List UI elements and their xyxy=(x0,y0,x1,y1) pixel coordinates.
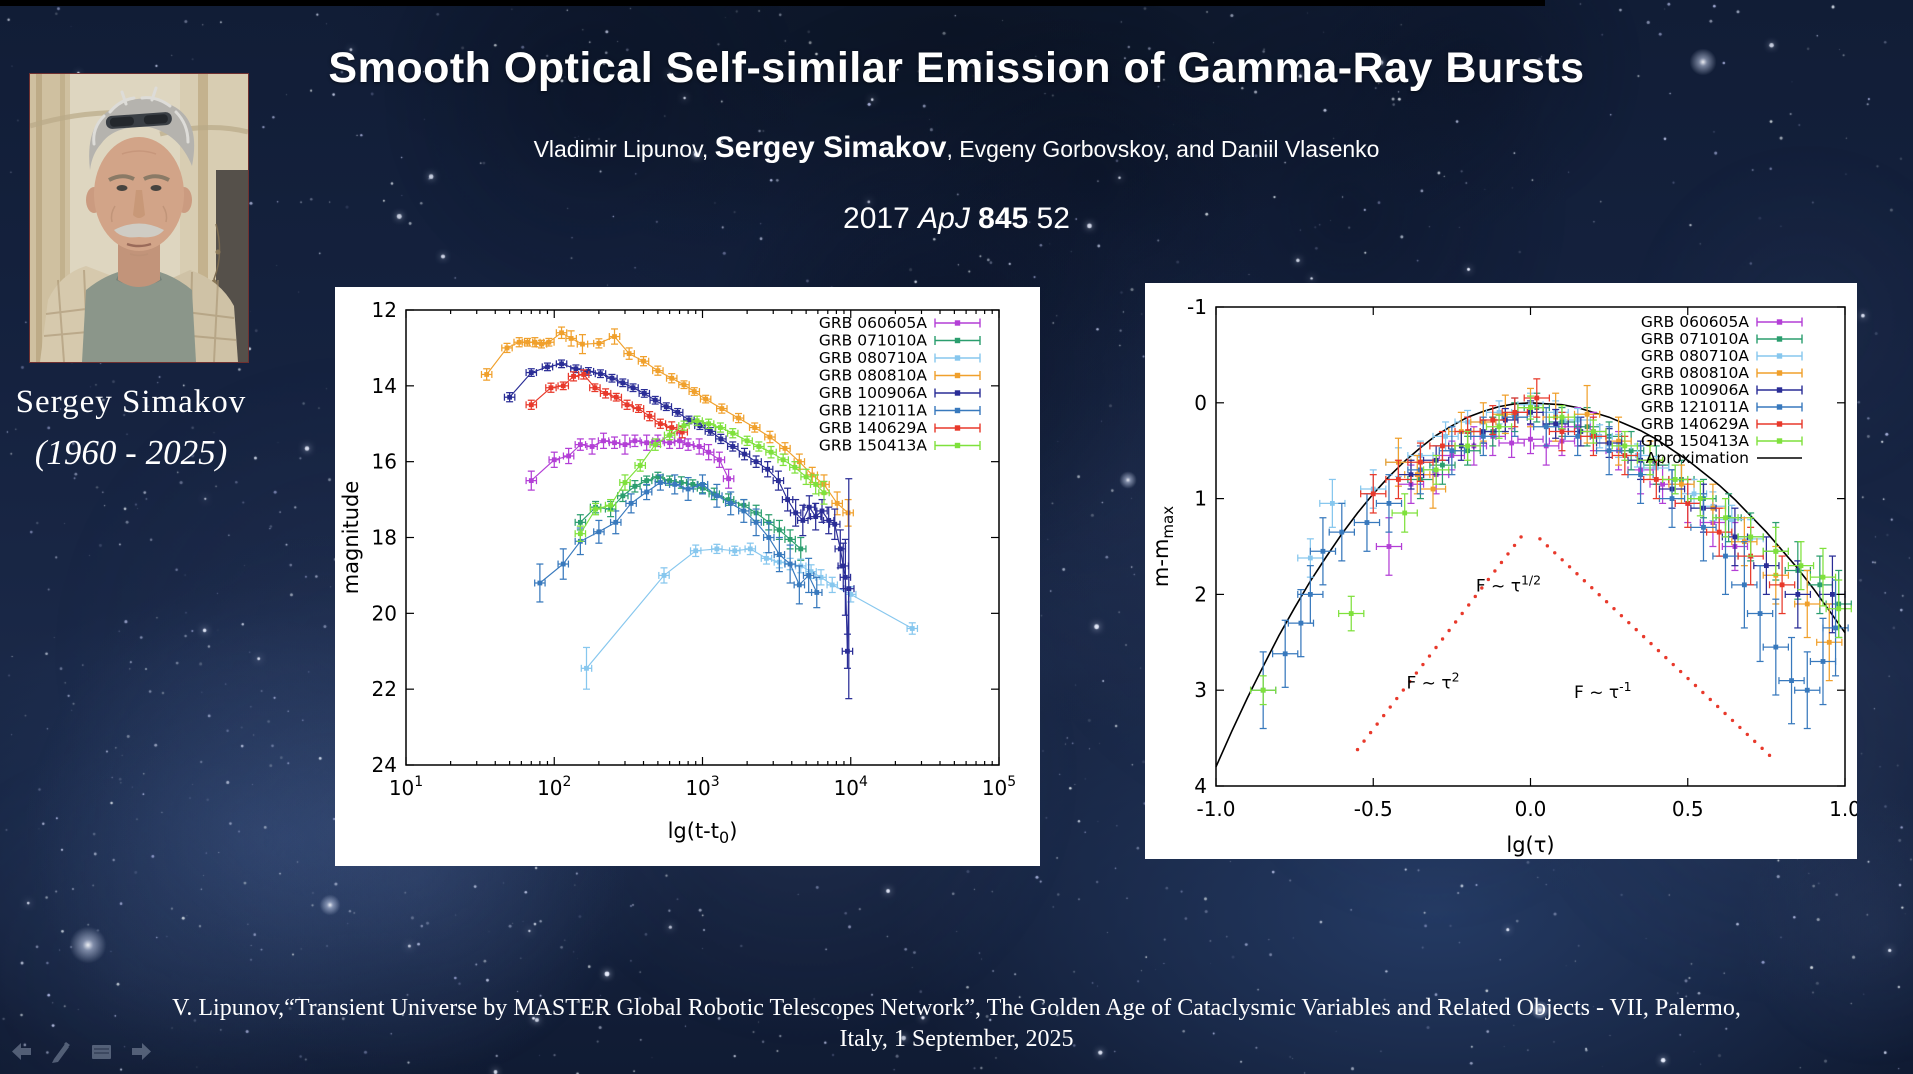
svg-text:magnitude: magnitude xyxy=(339,481,363,595)
svg-text:F ~ τ1/2: F ~ τ1/2 xyxy=(1476,573,1541,597)
slide-header: Smooth Optical Self-similar Emission of … xyxy=(0,6,1913,272)
svg-text:GRB 080710A: GRB 080710A xyxy=(819,349,928,367)
svg-text:lg(τ): lg(τ) xyxy=(1506,833,1554,857)
svg-text:GRB 060605A: GRB 060605A xyxy=(1641,313,1750,331)
svg-text:GRB 100906A: GRB 100906A xyxy=(819,384,928,402)
svg-text:0: 0 xyxy=(1194,391,1207,415)
citation-journal: ApJ xyxy=(918,202,970,235)
citation-page: 52 xyxy=(1028,202,1070,235)
svg-text:12: 12 xyxy=(372,298,397,322)
svg-text:F ~ τ2: F ~ τ2 xyxy=(1406,669,1459,693)
svg-text:16: 16 xyxy=(372,450,397,474)
svg-text:GRB 060605A: GRB 060605A xyxy=(819,314,928,332)
svg-text:104: 104 xyxy=(834,774,868,800)
svg-text:18: 18 xyxy=(372,526,397,550)
svg-text:105: 105 xyxy=(982,774,1016,800)
svg-text:0.5: 0.5 xyxy=(1672,797,1704,821)
light-curves-chart: 101 102 103 104 105 12 14 16 18 20 22 24 lg(t-t0) mag… xyxy=(339,298,1016,847)
caption-line-2: Italy, 1 September, 2025 xyxy=(839,1026,1074,1052)
author-highlight: Sergey Simakov xyxy=(714,131,947,164)
svg-text:-0.5: -0.5 xyxy=(1354,797,1393,821)
scaled-light-curves-chart: F ~ τ1/2 F ~ τ2 F ~ τ-1 -1.0 -0.5 0.0 0.5 1.0 -1… xyxy=(1149,295,1857,857)
caption-line-1: V. Lipunov,“Transient Universe by MASTER… xyxy=(172,995,1741,1021)
svg-text:22: 22 xyxy=(372,677,397,701)
svg-text:103: 103 xyxy=(685,774,719,800)
svg-text:1: 1 xyxy=(1194,487,1207,511)
svg-text:F ~ τ-1: F ~ τ-1 xyxy=(1574,679,1632,703)
svg-text:-1: -1 xyxy=(1187,295,1207,319)
svg-text:0.0: 0.0 xyxy=(1515,797,1547,821)
svg-text:101: 101 xyxy=(389,774,423,800)
svg-text:m-mmax: m-mmax xyxy=(1149,506,1177,587)
svg-text:-1.0: -1.0 xyxy=(1196,797,1235,821)
pen-tool-icon[interactable] xyxy=(48,1038,75,1065)
svg-text:1.0: 1.0 xyxy=(1829,797,1857,821)
light-curves-panel: 101 102 103 104 105 12 14 16 18 20 22 24 lg(t-t0) mag… xyxy=(335,287,1040,866)
citation-year: 2017 xyxy=(843,202,919,235)
svg-text:GRB 080810A: GRB 080810A xyxy=(819,367,928,385)
authors-post: , Evgeny Gorbovskoy, and Daniil Vlasenko xyxy=(946,136,1380,162)
svg-text:3: 3 xyxy=(1194,678,1207,702)
top-black-bar xyxy=(0,0,1545,6)
slide-menu-icon[interactable] xyxy=(88,1038,115,1065)
presenter-toolbar xyxy=(8,1038,155,1065)
svg-text:2: 2 xyxy=(1194,582,1207,606)
citation-line: 2017 ApJ 845 52 xyxy=(0,202,1913,236)
svg-text:Aproximation: Aproximation xyxy=(1646,449,1749,467)
svg-text:20: 20 xyxy=(372,601,397,625)
svg-text:102: 102 xyxy=(537,774,571,800)
svg-text:GRB 121011A: GRB 121011A xyxy=(1641,398,1750,416)
memorial-name: Sergey Simakov xyxy=(15,384,247,420)
svg-text:GRB 150413A: GRB 150413A xyxy=(819,437,928,455)
previous-slide-icon[interactable] xyxy=(8,1038,35,1065)
svg-text:GRB 080810A: GRB 080810A xyxy=(1641,364,1750,382)
conference-caption: V. Lipunov,“Transient Universe by MASTER… xyxy=(0,993,1913,1055)
authors-line: Vladimir Lipunov, Sergey Simakov, Evgeny… xyxy=(0,133,1913,164)
svg-text:14: 14 xyxy=(372,374,397,398)
svg-text:4: 4 xyxy=(1194,774,1207,798)
svg-text:GRB 121011A: GRB 121011A xyxy=(819,402,928,420)
svg-text:24: 24 xyxy=(372,753,397,777)
svg-text:GRB 140629A: GRB 140629A xyxy=(819,419,928,437)
authors-pre: Vladimir Lipunov, xyxy=(533,136,715,162)
sergey-simakov-photo xyxy=(29,73,249,363)
scaled-light-curves-panel: F ~ τ1/2 F ~ τ2 F ~ τ-1 -1.0 -0.5 0.0 0.5 1.0 -1… xyxy=(1145,283,1857,859)
svg-text:GRB 071010A: GRB 071010A xyxy=(819,332,928,350)
svg-text:GRB 100906A: GRB 100906A xyxy=(1641,381,1750,399)
svg-text:GRB 080710A: GRB 080710A xyxy=(1641,347,1750,365)
portrait-illustration xyxy=(29,74,249,363)
slide-title: Smooth Optical Self-similar Emission of … xyxy=(328,44,1585,92)
memorial-years: (1960 - 2025) xyxy=(34,433,228,472)
svg-text:GRB 140629A: GRB 140629A xyxy=(1641,415,1750,433)
svg-text:GRB 150413A: GRB 150413A xyxy=(1641,432,1750,450)
svg-text:GRB 071010A: GRB 071010A xyxy=(1641,330,1750,348)
citation-volume: 845 xyxy=(969,202,1029,235)
svg-text:lg(t-t0): lg(t-t0) xyxy=(668,819,738,847)
memorial-block: Sergey Simakov (1960 - 2025) xyxy=(0,384,262,473)
next-slide-icon[interactable] xyxy=(128,1038,155,1065)
